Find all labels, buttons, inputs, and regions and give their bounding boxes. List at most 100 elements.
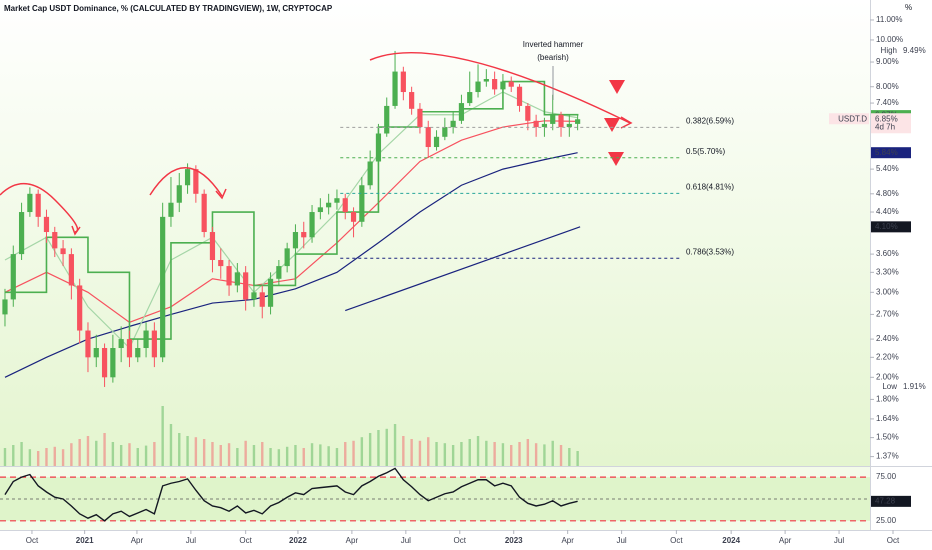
candle-body bbox=[226, 266, 232, 286]
rsi-layer bbox=[0, 467, 870, 522]
volume-bar bbox=[20, 442, 23, 466]
candle-body bbox=[384, 105, 390, 134]
volume-bar bbox=[319, 444, 322, 466]
candle-body bbox=[334, 198, 340, 203]
candle-body bbox=[259, 292, 265, 307]
candle-body bbox=[60, 248, 66, 255]
volume-bar bbox=[53, 446, 56, 466]
volume-bar bbox=[377, 430, 380, 466]
annotation: Inverted hammer bbox=[523, 40, 584, 49]
volume-bar bbox=[269, 448, 272, 466]
volume-bar bbox=[153, 442, 156, 466]
axes: 11.00% 10.00% 9.00% 8.00% 7.40% 5.40% 4.80% 4.4… bbox=[26, 15, 926, 545]
y-tick-label: 5.40% bbox=[876, 164, 899, 173]
x-tick-label: 2022 bbox=[289, 536, 307, 545]
candle-body bbox=[168, 202, 174, 217]
x-tick-label: Apr bbox=[131, 536, 144, 545]
x-tick-label: Apr bbox=[561, 536, 574, 545]
volume-bar bbox=[418, 440, 422, 466]
candle-body bbox=[400, 71, 406, 93]
volume-bar bbox=[551, 440, 554, 466]
volume-bar bbox=[103, 433, 106, 466]
volume-bar bbox=[451, 445, 455, 466]
candle-body bbox=[93, 348, 99, 358]
volume-bar bbox=[510, 445, 513, 466]
volume-bar bbox=[402, 436, 405, 466]
volume-bar bbox=[294, 445, 297, 466]
candle-body bbox=[176, 185, 182, 203]
price-badge-label: 5.84% bbox=[875, 148, 898, 157]
fib-label: 0.786(3.53%) bbox=[686, 247, 734, 256]
x-tick-label: Oct bbox=[670, 536, 683, 545]
volume-bar bbox=[202, 439, 206, 466]
candle-body bbox=[309, 212, 315, 238]
volume-bar bbox=[12, 445, 15, 466]
volume-bar bbox=[568, 448, 571, 466]
candle-body bbox=[492, 79, 498, 90]
volume-bar bbox=[227, 443, 231, 466]
arc bbox=[369, 51, 631, 124]
volume-bar bbox=[435, 442, 438, 466]
candle-body bbox=[143, 330, 149, 349]
volume-bar bbox=[277, 449, 281, 466]
volume-bar bbox=[211, 442, 214, 466]
volume-bar bbox=[36, 451, 40, 466]
y-tick-label: 3.30% bbox=[876, 267, 899, 276]
candle-body bbox=[508, 81, 514, 87]
y-tick-label: 4.40% bbox=[876, 207, 899, 216]
volume-bar bbox=[28, 449, 32, 466]
candle-body bbox=[218, 260, 224, 267]
y-tick-label: 11.00% bbox=[876, 15, 903, 24]
fib-label: 0.5(5.70%) bbox=[686, 147, 725, 156]
volume-bar bbox=[194, 437, 198, 466]
candle-body bbox=[151, 330, 157, 358]
candle-body bbox=[267, 278, 274, 307]
candle-body bbox=[35, 193, 41, 217]
candle-body bbox=[251, 292, 257, 300]
x-tick-label: Oct bbox=[887, 536, 900, 545]
x-tick-label: Oct bbox=[239, 536, 252, 545]
candle-layer bbox=[2, 50, 581, 387]
volume-bar bbox=[252, 445, 256, 466]
y-tick-label: 10.00% bbox=[876, 35, 903, 44]
x-tick-label: 2024 bbox=[722, 536, 740, 545]
volume-bar bbox=[302, 448, 305, 466]
y-tick-label: 7.40% bbox=[876, 98, 899, 107]
volume-bar bbox=[95, 440, 98, 466]
candle-body bbox=[276, 266, 282, 279]
rsi-tick-label: 75.00 bbox=[876, 472, 897, 481]
rsi-line bbox=[4, 467, 578, 522]
down-triangle bbox=[609, 80, 625, 94]
candle-body bbox=[284, 248, 290, 267]
candle-body bbox=[566, 123, 572, 128]
arrow-head bbox=[215, 188, 227, 200]
volume-bar bbox=[501, 443, 505, 466]
price-badge-label: 4.10% bbox=[875, 222, 898, 231]
volume-bar bbox=[144, 445, 148, 466]
volume-bar bbox=[368, 433, 372, 466]
extreme-label: 9.49% bbox=[903, 46, 926, 55]
candle-body bbox=[301, 232, 307, 238]
candle-body bbox=[184, 169, 191, 186]
y-tick-label: 2.40% bbox=[876, 334, 899, 343]
volume-bar bbox=[61, 449, 65, 466]
volume-bar bbox=[86, 436, 90, 466]
candle-body bbox=[135, 348, 141, 358]
indicator-line bbox=[345, 226, 581, 312]
candle-body bbox=[43, 216, 50, 233]
candle-body bbox=[243, 272, 249, 300]
y-tick-label: 4.80% bbox=[876, 189, 899, 198]
candle-body bbox=[359, 185, 365, 222]
volume-bar bbox=[261, 442, 264, 466]
candle-body bbox=[52, 232, 58, 249]
volume-bar bbox=[3, 448, 7, 466]
y-tick-label: 1.64% bbox=[876, 414, 899, 423]
volume-bar bbox=[493, 442, 496, 466]
candle-body bbox=[201, 193, 207, 233]
candle-body bbox=[575, 119, 581, 124]
y-tick-label: 1.37% bbox=[876, 452, 899, 461]
y-tick-label: 3.00% bbox=[876, 287, 899, 296]
candle-body bbox=[425, 127, 431, 148]
volume-layer bbox=[3, 406, 579, 466]
candle-body bbox=[292, 232, 299, 249]
